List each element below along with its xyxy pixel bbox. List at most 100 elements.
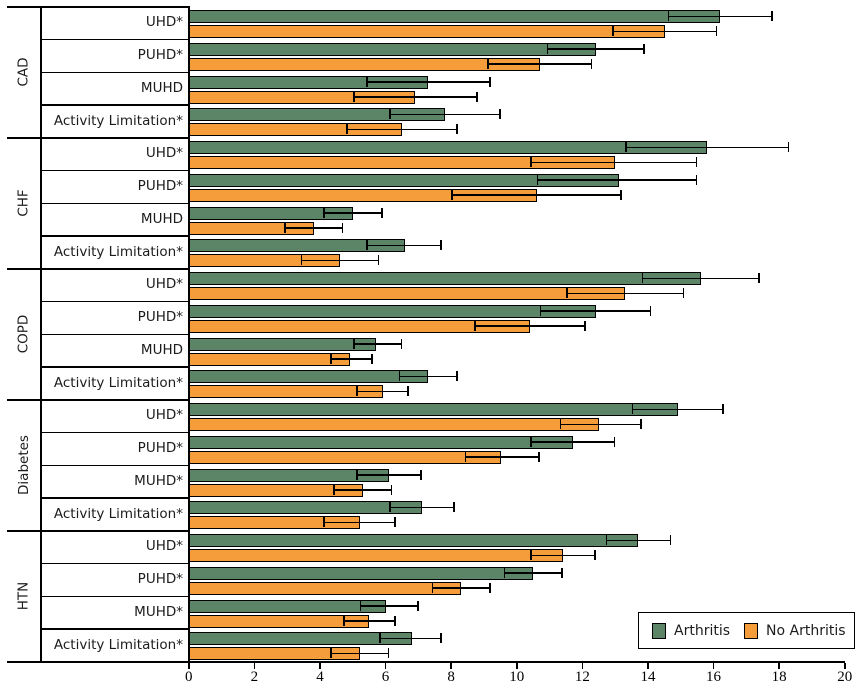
error-bar-cap-left (631, 404, 634, 414)
error-bar-cap-left (559, 419, 562, 429)
error-bar-line (353, 96, 478, 98)
error-bar-line (530, 441, 616, 443)
row-label: PUHD* (137, 571, 183, 588)
error-bar-cap-right (682, 288, 685, 298)
error-bar-cap-right (390, 484, 393, 495)
row-label: MUHD* (134, 603, 183, 620)
row-divider-line (41, 497, 190, 499)
bar-arthritis (189, 337, 376, 351)
row-label: Activity Limitation* (53, 505, 183, 522)
row-divider-line (41, 38, 190, 41)
error-bar-cap-right (341, 222, 344, 233)
error-bar-line (356, 474, 422, 476)
bar-no-arthritis (189, 287, 626, 300)
group-boundary-line (7, 399, 190, 401)
error-bar-cap-left (330, 648, 332, 659)
error-bar-line (353, 343, 403, 345)
row-label: Activity Limitation* (53, 112, 183, 129)
error-bar-cap-right (715, 26, 718, 36)
error-bar-cap-left (353, 338, 355, 349)
error-bar-line (343, 620, 396, 622)
error-bar-line (559, 423, 642, 425)
error-bar-cap-left (398, 371, 401, 382)
x-tick (712, 663, 715, 669)
x-tick-label: 12 (574, 669, 590, 685)
error-bar-cap-right (613, 436, 616, 447)
error-bar-cap-left (451, 189, 453, 200)
bar-no-arthritis (189, 418, 599, 431)
error-bar-cap-right (377, 255, 380, 266)
error-bar-cap-left (389, 502, 391, 513)
row-divider-line (41, 333, 190, 335)
bar-arthritis (189, 10, 721, 23)
row-divider-line (41, 628, 190, 630)
error-bar-cap-right (561, 567, 563, 578)
error-bar-line (366, 244, 442, 247)
error-bar-cap-right (590, 58, 593, 69)
bar-no-arthritis (189, 549, 563, 562)
row-label: UHD* (145, 538, 183, 555)
error-bar-cap-left (353, 91, 355, 102)
error-bar-line (451, 194, 622, 196)
error-bar-line (333, 489, 393, 491)
x-tick (581, 663, 584, 669)
error-bar-cap-left (530, 436, 532, 447)
row-divider-line (41, 366, 190, 368)
error-bar-cap-right (489, 582, 491, 593)
error-bar-line (356, 390, 409, 393)
error-bar-line (379, 637, 442, 640)
x-tick-label: 10 (509, 669, 525, 685)
row-divider-line (41, 235, 190, 237)
error-bar-cap-right (722, 404, 724, 414)
error-bar-cap-left (389, 109, 391, 120)
bar-arthritis (189, 42, 596, 56)
error-bar-cap-right (394, 517, 396, 528)
error-bar-line (546, 48, 645, 50)
row-divider-line (41, 595, 190, 597)
error-bar-line (323, 212, 383, 214)
error-bar-cap-right (695, 157, 698, 167)
error-bar-cap-right (771, 11, 773, 21)
row-label: Activity Limitation* (53, 374, 183, 391)
error-bar-line (464, 456, 540, 458)
group-label-text: CHF (15, 188, 32, 217)
x-tick (778, 663, 780, 669)
row-label: UHD* (145, 14, 183, 31)
bar-no-arthritis (189, 25, 665, 38)
error-bar-cap-left (346, 124, 348, 135)
bar-arthritis (189, 403, 678, 416)
x-tick-label: 14 (640, 669, 656, 685)
row-label: MUHD (140, 79, 183, 96)
error-bar-line (612, 30, 718, 32)
error-bar-cap-left (612, 26, 614, 36)
x-tick-label: 8 (447, 669, 455, 685)
bar-arthritis (189, 534, 639, 547)
row-label: PUHD* (137, 178, 183, 195)
bar-no-arthritis (189, 450, 501, 464)
error-bar-cap-right (371, 353, 373, 364)
error-bar-cap-left (605, 535, 608, 545)
error-bar-cap-right (787, 142, 790, 152)
label-column-divider (40, 6, 42, 663)
legend: Arthritis No Arthritis (638, 612, 855, 649)
error-bar-cap-right (400, 338, 403, 349)
x-tick (319, 663, 321, 669)
error-bar-cap-left (284, 222, 286, 233)
legend-label-arthritis: Arthritis (674, 622, 731, 639)
error-bar-cap-right (649, 305, 652, 316)
row-divider-line (41, 300, 190, 303)
legend-label-no-arthritis: No Arthritis (766, 622, 846, 639)
error-bar-cap-left (323, 207, 325, 218)
error-bar-cap-left (366, 240, 368, 251)
error-bar-cap-right (594, 550, 596, 560)
error-bar-cap-right (420, 469, 422, 480)
error-bar-cap-left (359, 600, 362, 611)
bar-arthritis (189, 435, 573, 449)
x-tick-label: 16 (706, 669, 722, 685)
x-tick-label: 20 (837, 669, 853, 685)
bar-arthritis (189, 272, 701, 285)
bar-arthritis (189, 304, 596, 318)
group-label: Diabetes (7, 399, 40, 530)
error-bar-cap-left (356, 469, 358, 480)
error-bar-line (625, 146, 790, 148)
